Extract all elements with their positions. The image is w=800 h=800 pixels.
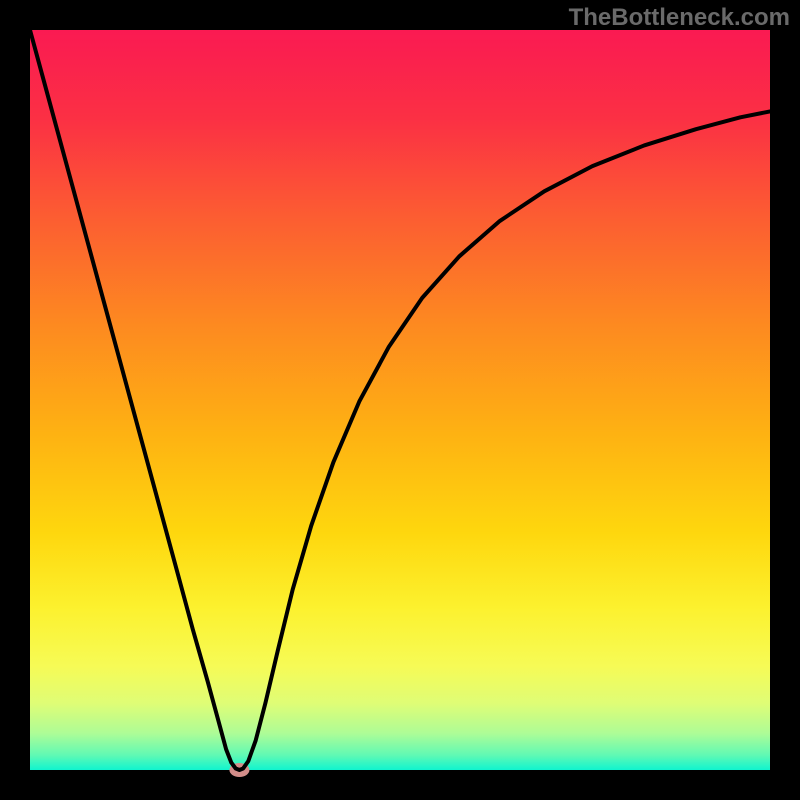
chart-container: TheBottleneck.com xyxy=(0,0,800,800)
watermark-text: TheBottleneck.com xyxy=(569,4,790,32)
bottleneck-chart xyxy=(0,0,800,800)
